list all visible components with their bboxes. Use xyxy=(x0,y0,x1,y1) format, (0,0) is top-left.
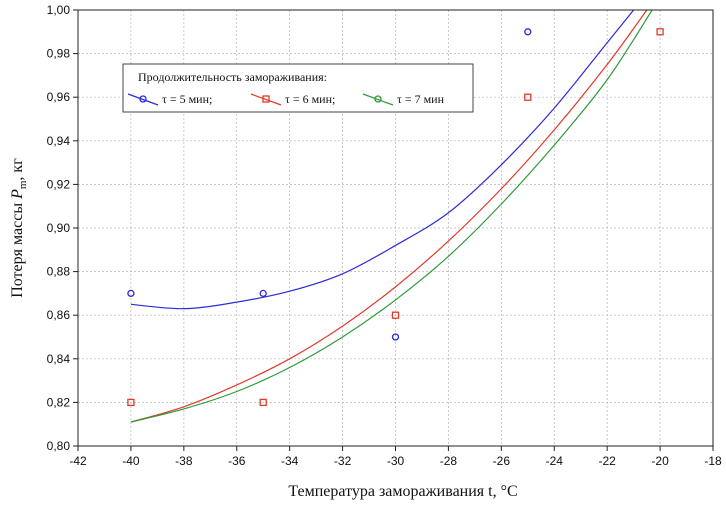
y-tick-label: 0,86 xyxy=(47,308,71,322)
data-point-series-1 xyxy=(127,289,135,298)
y-axis-title-var: P xyxy=(9,189,26,200)
x-tick-label: -28 xyxy=(440,454,458,468)
x-tick-label: -34 xyxy=(281,454,299,468)
data-point-series-2 xyxy=(391,311,400,319)
x-tick-label: -42 xyxy=(69,454,87,468)
legend-line-series-2 xyxy=(250,93,282,106)
legend-title: Продолжительность замораживания: xyxy=(138,70,327,84)
y-tick-label: 0,96 xyxy=(47,90,71,104)
data-point-series-2 xyxy=(524,93,532,101)
legend-box xyxy=(122,63,474,113)
legend-line-series-1 xyxy=(127,93,159,106)
x-tick-label: -36 xyxy=(228,454,246,468)
y-tick-label: 0,92 xyxy=(47,177,71,191)
data-point-series-2 xyxy=(259,398,267,407)
data-points xyxy=(127,28,664,407)
y-tick-label: 0,98 xyxy=(47,47,71,61)
x-tick-label: -40 xyxy=(122,454,140,468)
y-tick-label: 0,82 xyxy=(47,395,71,409)
x-tick-label: -38 xyxy=(175,454,193,468)
y-axis-title: Потеря массы Pm, кг xyxy=(9,158,29,298)
fit-curves xyxy=(130,9,653,423)
legend-marker-series-1 xyxy=(139,95,147,103)
legend-line-series-3 xyxy=(362,93,394,106)
y-tick-label: 0,90 xyxy=(47,221,71,235)
y-tick-label: 0,88 xyxy=(47,265,71,279)
x-tick-label: -22 xyxy=(598,454,616,468)
y-axis-title-main: Потеря массы xyxy=(9,199,26,298)
x-tick-label: -26 xyxy=(493,454,511,468)
x-tick-label: -20 xyxy=(651,454,669,468)
data-point-series-1 xyxy=(524,28,532,36)
legend-items: τ = 5 мин; τ = 6 мин; τ = 7 мин xyxy=(127,92,445,106)
fit-curve-series-1 xyxy=(130,9,635,310)
data-point-series-1 xyxy=(391,333,400,341)
fit-curve-series-2 xyxy=(130,9,648,423)
legend-marker-series-3 xyxy=(374,95,382,103)
y-tick-label: 0,80 xyxy=(47,439,71,453)
legend-marker-series-2 xyxy=(262,95,270,103)
x-tick-label: -32 xyxy=(334,454,352,468)
x-tick-label: -24 xyxy=(546,454,564,468)
y-tick-label: 0,94 xyxy=(47,134,71,148)
x-axis-title: Температура замораживания t, °C xyxy=(288,483,517,500)
x-axis-ticks: -42 -40 -38 -36 -34 -32 -30 -28 -26 -24 -22 -20 -18 xyxy=(69,446,722,468)
legend-label-series-3: τ = 7 мин xyxy=(397,92,445,106)
legend-label-series-1: τ = 5 мин; xyxy=(162,92,212,106)
data-point-series-2 xyxy=(127,398,135,407)
y-axis-title-sub: m xyxy=(17,180,29,189)
y-axis-ticks: 0,80 0,82 0,84 0,86 0,88 0,90 0,92 0,94 0,96 0,98… xyxy=(47,3,78,453)
x-tick-label: -18 xyxy=(704,454,722,468)
y-axis-title-unit: , кг xyxy=(9,158,26,181)
y-tick-label: 0,84 xyxy=(47,352,71,366)
data-point-series-1 xyxy=(259,289,267,298)
legend: Продолжительность замораживания: τ = 5 м… xyxy=(122,63,474,113)
x-tick-label: -30 xyxy=(387,454,405,468)
legend-label-series-2: τ = 6 мин; xyxy=(285,92,335,106)
y-tick-label: 1,00 xyxy=(47,3,71,17)
data-point-series-2 xyxy=(656,28,664,36)
fit-curve-series-3 xyxy=(130,9,653,423)
